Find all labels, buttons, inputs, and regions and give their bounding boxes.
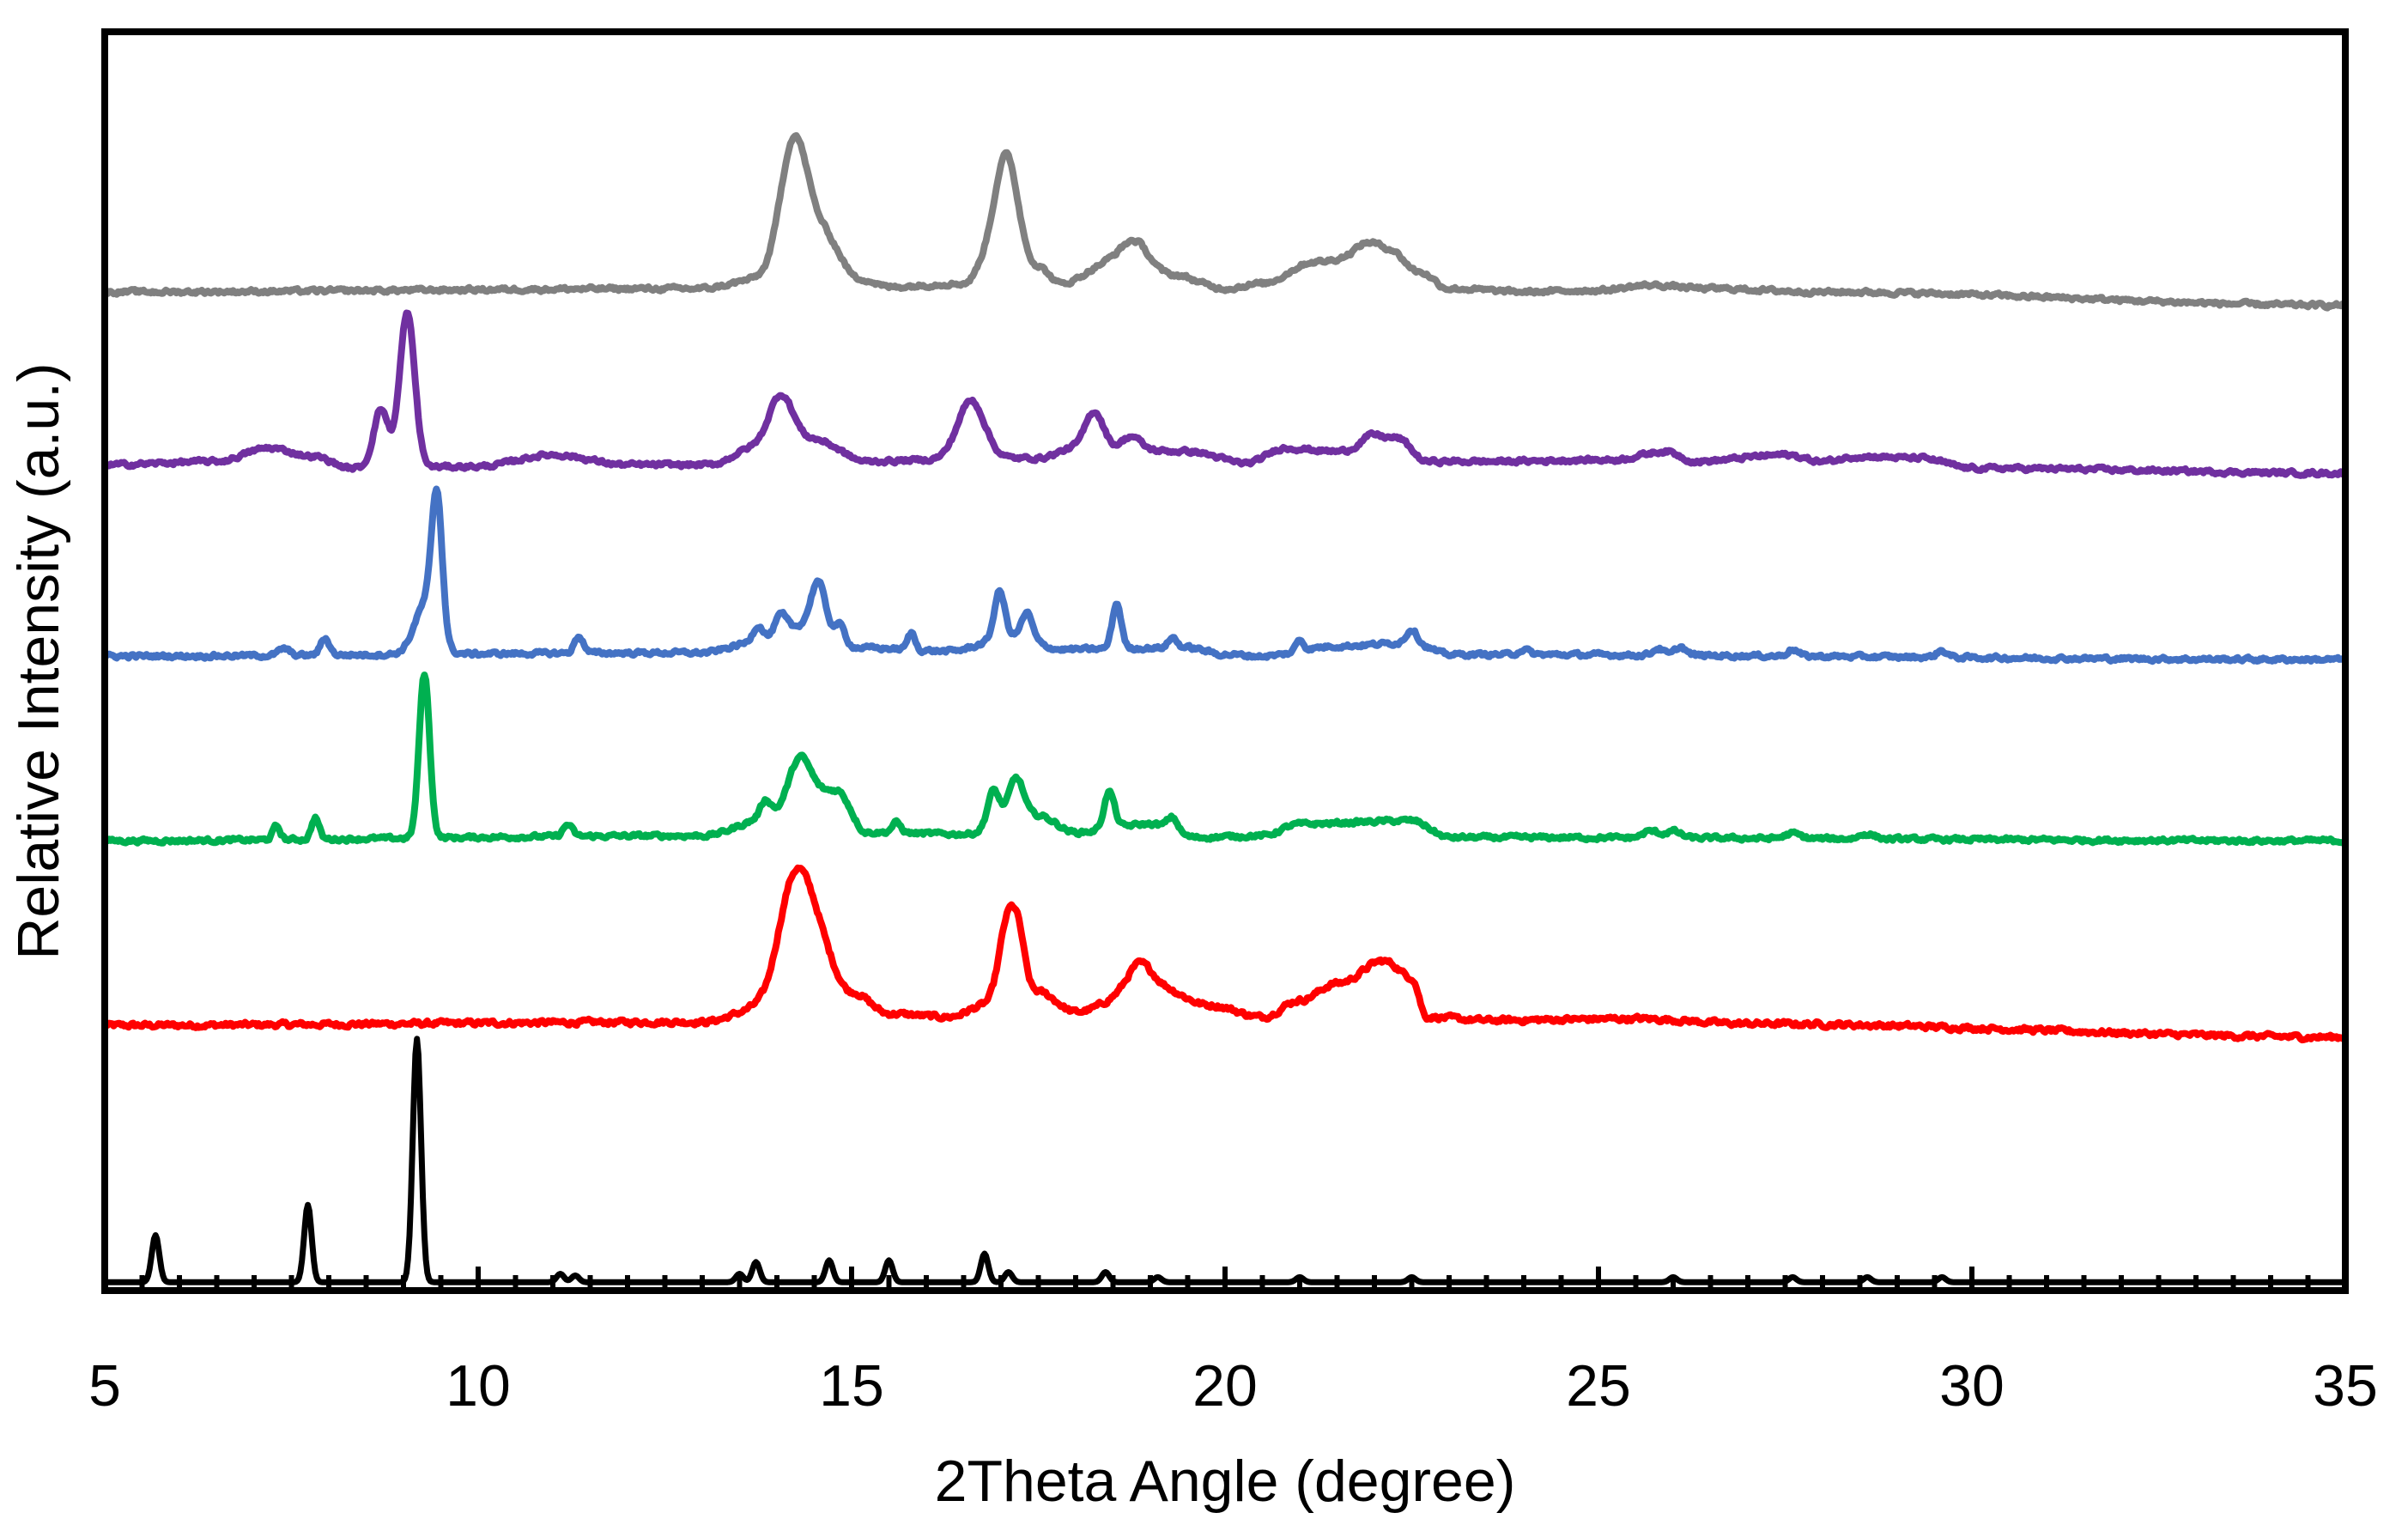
series-line-purple — [101, 309, 2349, 479]
series-layer — [101, 131, 2349, 1285]
y-axis-title: Relative Intensity (a.u.) — [6, 362, 71, 959]
series-line-black — [101, 1036, 2349, 1285]
series-line-gray — [101, 131, 2349, 312]
series-line-blue — [101, 485, 2349, 665]
ticks-layer — [102, 1267, 2348, 1291]
series-line-red — [101, 864, 2349, 1044]
x-tick-label: 15 — [819, 1353, 884, 1419]
x-tick-label: 5 — [88, 1353, 121, 1419]
x-tick-label: 10 — [446, 1353, 511, 1419]
x-tick-label: 30 — [1939, 1353, 2005, 1419]
plot-frame — [101, 28, 2349, 1294]
series-line-green — [101, 671, 2349, 847]
x-tick-label: 35 — [2313, 1353, 2378, 1419]
x-axis-title: 2Theta Angle (degree) — [935, 1449, 1516, 1514]
x-tick-labels: 5 10 15 20 25 30 35 — [88, 1353, 2378, 1419]
x-tick-label: 25 — [1566, 1353, 1631, 1419]
x-tick-label: 20 — [1192, 1353, 1258, 1419]
